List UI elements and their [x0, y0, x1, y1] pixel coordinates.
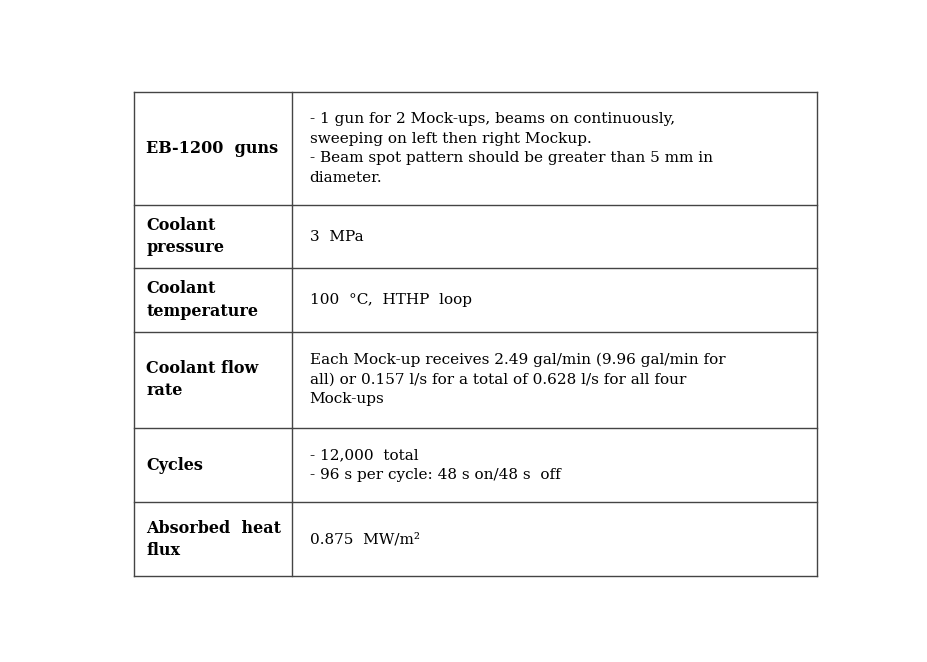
- Text: 100  °C,  HTHP  loop: 100 °C, HTHP loop: [310, 293, 471, 307]
- Text: - 12,000  total
- 96 s per cycle: 48 s on/48 s  off: - 12,000 total - 96 s per cycle: 48 s on…: [310, 448, 560, 482]
- Text: Coolant flow
rate: Coolant flow rate: [146, 360, 259, 399]
- Text: Coolant
pressure: Coolant pressure: [146, 217, 224, 256]
- Text: Cycles: Cycles: [146, 457, 203, 473]
- Text: EB-1200  guns: EB-1200 guns: [146, 140, 278, 157]
- Text: - 1 gun for 2 Mock-ups, beams on continuously,
sweeping on left then right Mocku: - 1 gun for 2 Mock-ups, beams on continu…: [310, 113, 712, 185]
- Text: 3  MPa: 3 MPa: [310, 230, 362, 244]
- Text: Absorbed  heat
flux: Absorbed heat flux: [146, 520, 281, 559]
- Text: 0.875  MW/m²: 0.875 MW/m²: [310, 532, 419, 546]
- Text: Coolant
temperature: Coolant temperature: [146, 280, 258, 320]
- Text: Each Mock-up receives 2.49 gal/min (9.96 gal/min for
all) or 0.157 l/s for a tot: Each Mock-up receives 2.49 gal/min (9.96…: [310, 353, 724, 406]
